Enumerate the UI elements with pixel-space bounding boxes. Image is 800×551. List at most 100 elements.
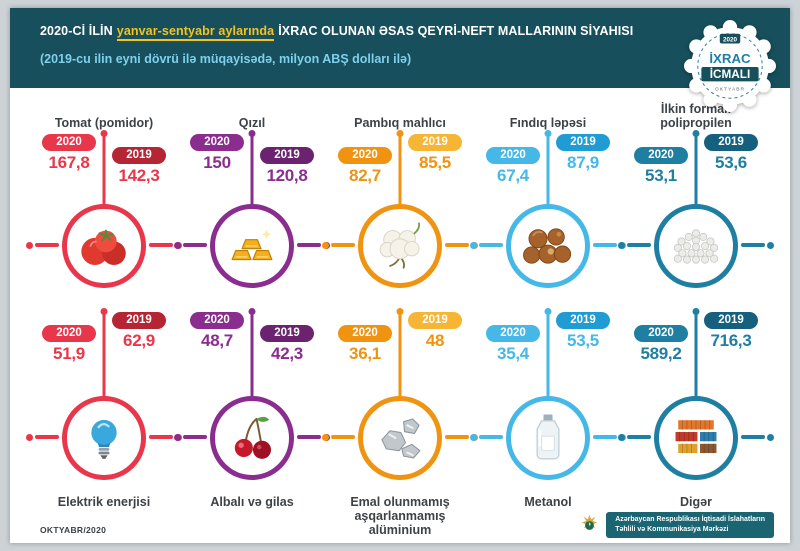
year-2020-pill: 2020 [338,325,392,342]
ixrac-icmali-badge: 2020 İXRAC İCMALI OKTYABR [684,20,776,112]
pin-stem [102,135,106,206]
left-connector-line [470,241,503,249]
product-image-ring [358,204,442,288]
year-2019-pill: 2019 [260,147,314,164]
product-name: Albalı və gilas [210,495,294,509]
year-2019-group: 2019 62,9 [107,312,171,351]
pin-stem [250,313,254,398]
product-image-area [322,396,478,488]
year-2019-pill: 2019 [260,325,314,342]
value-2020: 53,1 [645,166,677,185]
azerbaijan-emblem-icon [582,514,598,530]
pin-dot-icon [248,308,256,315]
year-2020-pill: 2020 [190,312,244,329]
value-2020: 589,2 [640,344,682,363]
left-connector-line [26,433,59,441]
pin-area: 2020 36,1 2019 48 [326,296,474,398]
year-2019-pill: 2019 [112,147,166,164]
hazelnut-icon [519,217,577,275]
title-highlight: yanvar-sentyabr aylarında [116,24,275,41]
cotton-icon [371,217,429,275]
pin-area: 2020 53,1 2019 53,6 [622,130,770,206]
product-name: Pambıq mahlıcı [354,115,446,130]
product-card-cherry: Albalı və gilas 2020 48,7 2019 42,3 [174,296,330,539]
product-name: Emal olunmamış aşqarlanmamış alüminium [350,495,450,538]
year-2020-group: 2020 82,7 [333,147,397,186]
product-image-ring [210,396,294,480]
product-image-ring [654,396,738,480]
value-2020: 48,7 [201,331,233,350]
year-2019-group: 2019 85,5 [403,134,467,173]
pin-stem [102,313,106,398]
product-name: Metanol [524,495,572,509]
product-image-area [174,204,330,296]
aluminum-icon [371,409,429,467]
pin-stem [694,313,698,398]
year-2020-pill: 2020 [190,134,244,151]
pin-dot-icon [248,130,256,137]
header-banner: 2020-Cİ İLİN yanvar-sentyabr aylarında İXR… [10,8,790,88]
value-2019: 53,6 [715,153,747,172]
product-image-ring [210,204,294,288]
left-connector-line [26,241,59,249]
pin-dot-icon [396,130,404,137]
pin-dot-icon [544,130,552,137]
product-card-other: Digər 2020 589,2 2019 716,3 [618,296,774,539]
year-2019-pill: 2019 [704,134,758,151]
page-title: 2020-Cİ İLİN yanvar-sentyabr aylarında İXR… [40,24,637,41]
product-image-ring [506,396,590,480]
product-card-polypropylene: İlkin formalı polipropilen 2020 53,1 201… [618,92,774,296]
year-2020-group: 2020 35,4 [481,325,545,364]
pin-stem [546,135,550,206]
pin-area: 2020 67,4 2019 87,9 [474,130,622,206]
year-2020-pill: 2020 [42,134,96,151]
right-connector-line [297,433,330,441]
year-2019-pill: 2019 [408,312,462,329]
year-2020-group: 2020 67,4 [481,147,545,186]
left-connector-line [322,241,355,249]
product-name: Tomat (pomidor) [54,115,154,130]
product-image-ring [62,396,146,480]
pin-area: 2020 167,8 2019 142,3 [30,130,178,206]
product-image-area [26,204,182,296]
issue-date: OKTYABR/2020 [40,525,107,535]
pin-area: 2020 48,7 2019 42,3 [178,296,326,398]
right-connector-line [149,241,182,249]
publisher-line1: Azərbaycan Respublikası İqtisadi İslahat… [615,516,765,524]
left-connector-line [618,433,651,441]
product-image-area [322,204,478,296]
right-connector-line [741,433,774,441]
year-2020-pill: 2020 [634,325,688,342]
value-2020: 167,8 [48,153,90,172]
product-name: Digər [680,495,712,509]
product-card-aluminium: Emal olunmamış aşqarlanmamış alüminium 2… [322,296,478,539]
product-card-electricity: Elektrik enerjisi 2020 51,9 2019 62,9 [26,296,182,539]
year-2020-pill: 2020 [634,147,688,164]
right-connector-line [593,433,626,441]
value-2019: 87,9 [567,153,599,172]
year-2020-group: 2020 150 [185,134,249,173]
year-2019-pill: 2019 [556,312,610,329]
infographic-sheet: 2020-Cİ İLİN yanvar-sentyabr aylarında İXR… [10,8,790,543]
year-2020-group: 2020 167,8 [37,134,101,173]
product-image-area [618,204,774,296]
year-2019-group: 2019 53,6 [699,134,763,173]
year-2019-pill: 2019 [408,134,462,151]
methanol-icon [519,409,577,467]
year-2019-group: 2019 42,3 [255,325,319,364]
pin-area: 2020 82,7 2019 85,5 [326,130,474,206]
year-2019-pill: 2019 [704,312,758,329]
year-2019-group: 2019 53,5 [551,312,615,351]
pin-dot-icon [692,130,700,137]
tomato-icon [75,217,133,275]
product-card-tomato: Tomat (pomidor) 2020 167,8 2019 142,3 [26,92,182,296]
pin-dot-icon [396,308,404,315]
product-image-ring [62,204,146,288]
pin-area: 2020 589,2 2019 716,3 [622,296,770,398]
left-connector-line [618,241,651,249]
product-card-methanol: Metanol 2020 35,4 2019 53,5 [470,296,626,539]
year-2020-pill: 2020 [338,147,392,164]
year-2020-pill: 2020 [486,325,540,342]
year-2020-group: 2020 589,2 [629,325,693,364]
product-card-gold: Qızıl 2020 150 2019 120,8 [174,92,330,296]
